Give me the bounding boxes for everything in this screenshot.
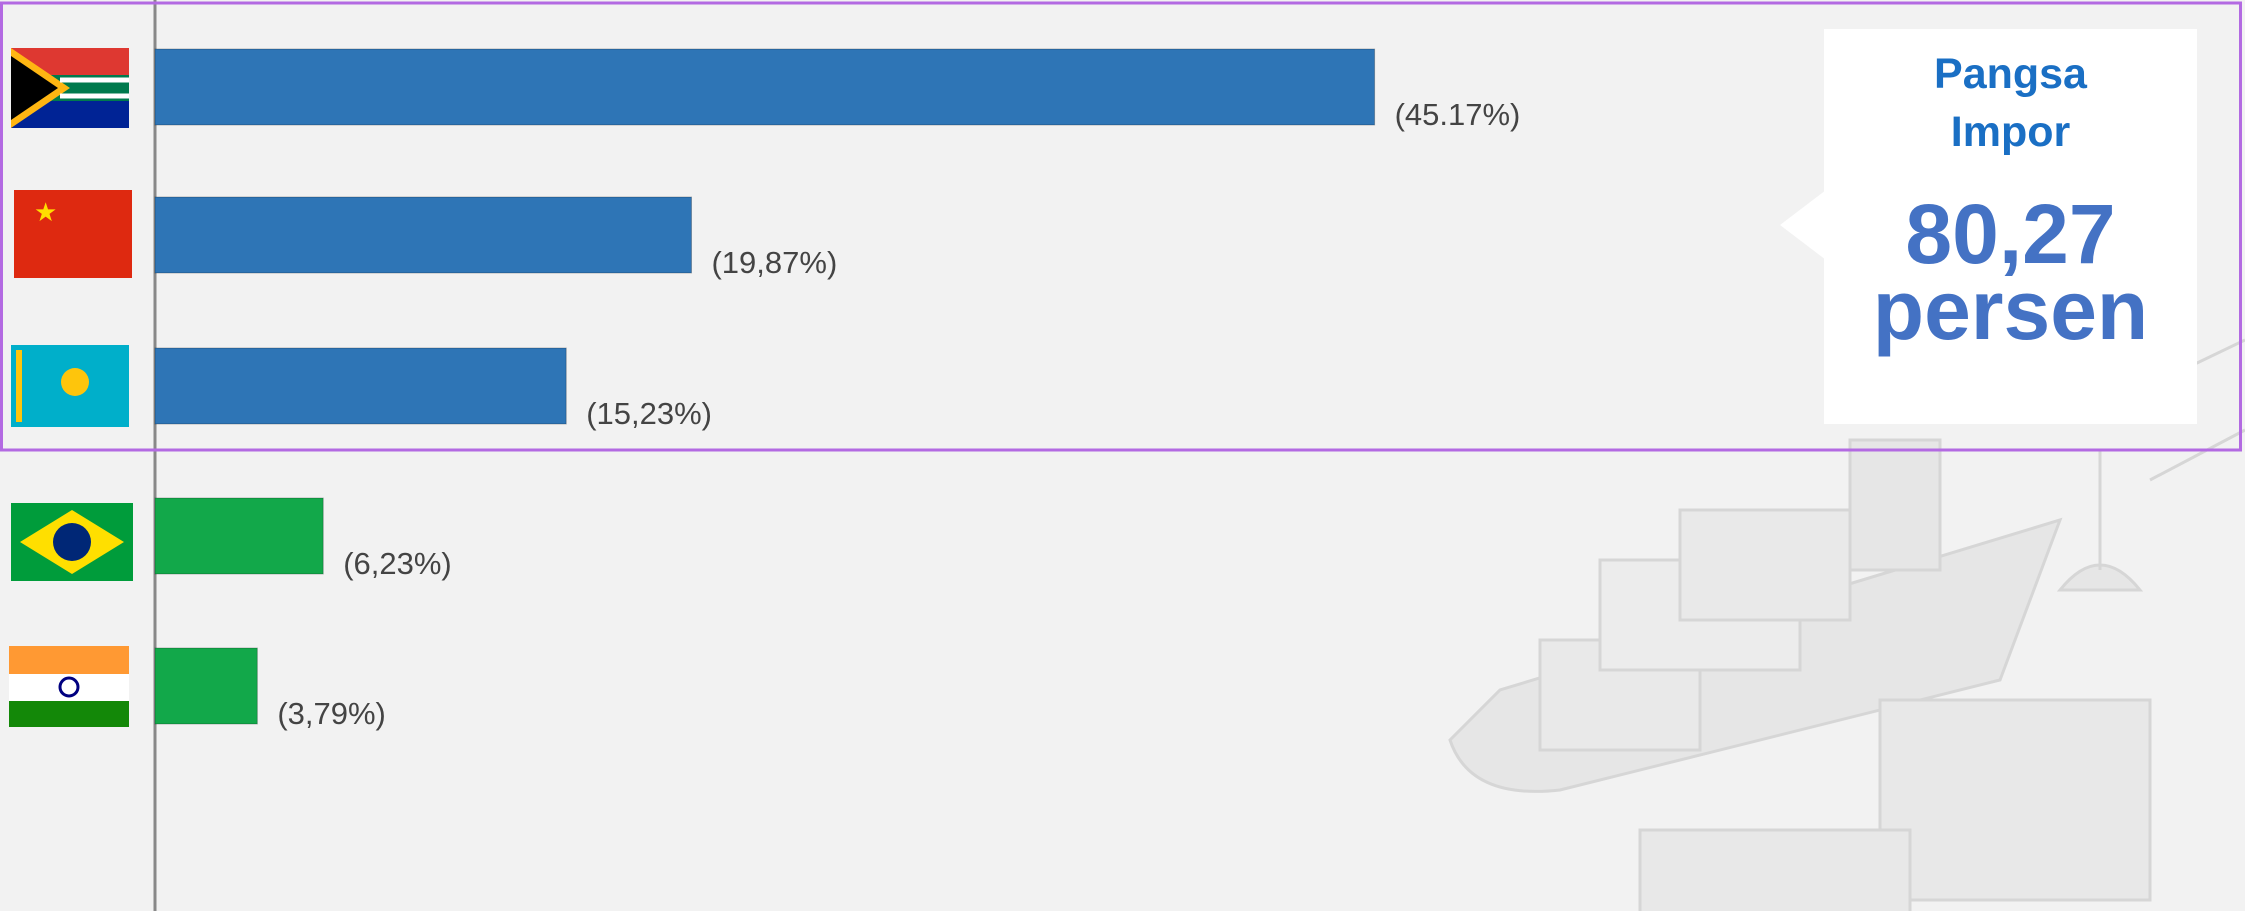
flag-india: [9, 646, 129, 727]
callout-value-text: 80,27 persen: [1872, 187, 2149, 357]
flag-kazakhstan: [11, 345, 129, 427]
callout-value: 80,27 persen: [1824, 187, 2197, 357]
flag-brazil: [11, 503, 133, 581]
bar: [154, 647, 258, 725]
value-label: (6,23%): [343, 546, 452, 581]
svg-text:★: ★: [34, 197, 57, 227]
bar: [154, 196, 692, 274]
bar: [154, 497, 324, 575]
callout-box: [1780, 29, 2197, 424]
background-illustration: [1448, 338, 2245, 911]
callout-title: Pangsa Impor: [1824, 45, 2197, 161]
value-label: (45.17%): [1395, 97, 1521, 132]
flag-south-africa: [11, 48, 129, 128]
bar: [154, 48, 1376, 126]
highlight-frame: [0, 1, 2242, 452]
bar: [154, 347, 567, 425]
value-label: (19,87%): [711, 245, 837, 280]
value-label: (3,79%): [277, 696, 386, 731]
flag-china: ★: [14, 190, 132, 278]
callout-title-text: Pangsa Impor: [1934, 50, 2087, 156]
value-label: (15,23%): [586, 396, 712, 431]
